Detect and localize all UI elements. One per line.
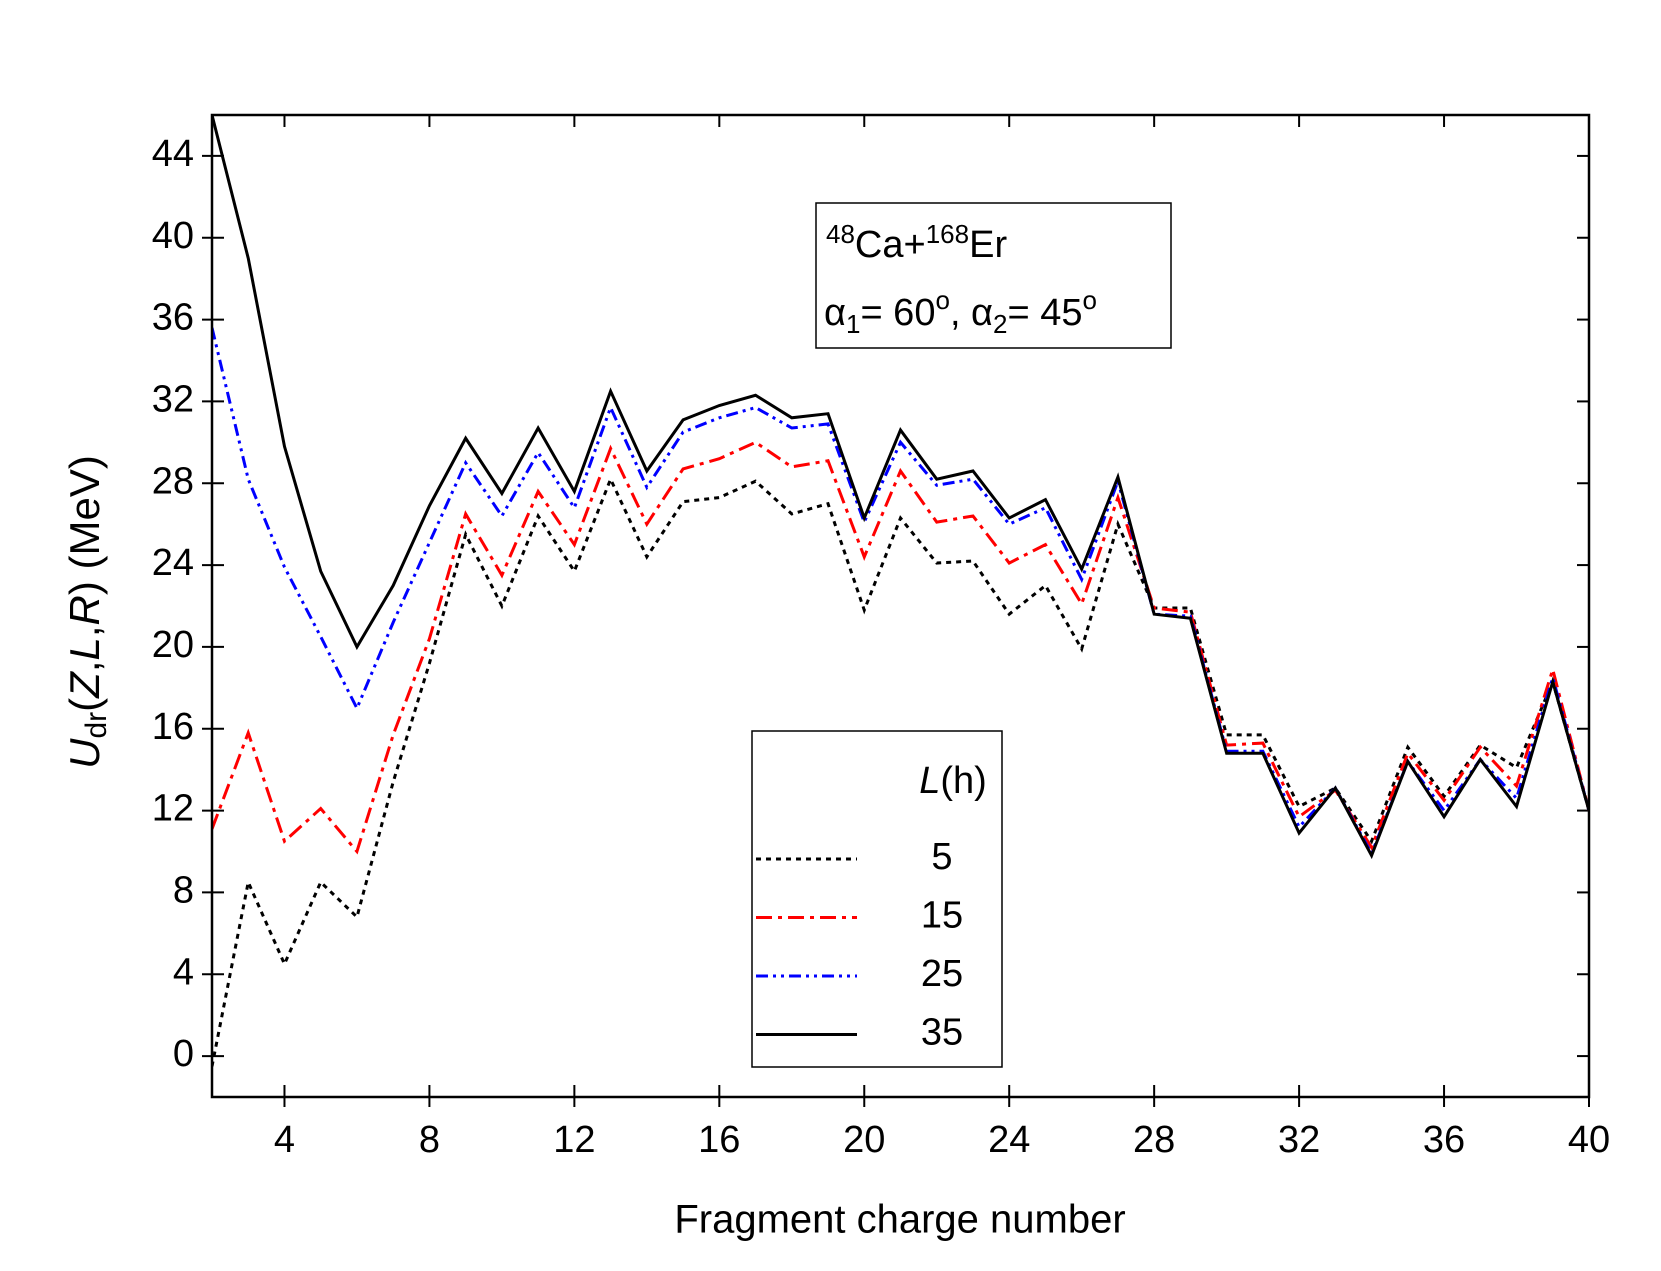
x-tick-label: 40 <box>1568 1119 1610 1161</box>
x-tick-label: 16 <box>698 1119 740 1161</box>
x-tick-label: 8 <box>419 1119 440 1161</box>
series-line <box>212 475 1589 1067</box>
annotation-part: = 60 <box>860 292 935 334</box>
y-label-part: Z <box>61 671 108 699</box>
y-tick-label: 28 <box>152 460 194 502</box>
annotation-part: 48 <box>826 219 855 249</box>
y-label-part: dr <box>80 712 113 739</box>
y-tick-label: 40 <box>152 215 194 257</box>
annotation-part: , α <box>950 292 993 334</box>
y-label-part: ) (MeV) <box>61 455 108 595</box>
x-tick-label: 20 <box>843 1119 885 1161</box>
legend-label: 15 <box>921 895 963 937</box>
x-tick-label: 36 <box>1423 1119 1465 1161</box>
y-label-part: ( <box>61 698 108 712</box>
y-tick-label: 36 <box>152 297 194 339</box>
y-label-part: R <box>61 595 108 625</box>
y-tick-label: 0 <box>173 1033 194 1075</box>
x-tick-label: 4 <box>274 1119 295 1161</box>
annotation-part: 2 <box>993 309 1007 339</box>
legend-box <box>751 730 1003 1068</box>
series-line <box>212 115 1589 860</box>
legend-title-part: (h) <box>940 760 986 802</box>
legend-title: L(h) <box>919 760 987 802</box>
annotation-part: = 45 <box>1008 292 1083 334</box>
y-tick-label: 44 <box>152 133 194 175</box>
y-label-part: U <box>61 738 108 769</box>
annotation-part: Er <box>969 224 1007 266</box>
y-tick-label: 24 <box>152 542 194 584</box>
legend-title-part: L <box>919 760 940 802</box>
x-tick-label: 12 <box>553 1119 595 1161</box>
annotation-part: o <box>935 285 949 315</box>
y-tick-label: 32 <box>152 378 194 420</box>
annotation-part: o <box>1083 285 1097 315</box>
annotation-line: α1= 60o, α2= 45o <box>824 285 1097 339</box>
x-tick-label: 32 <box>1278 1119 1320 1161</box>
y-label-part: L <box>61 637 108 660</box>
y-tick-label: 16 <box>152 706 194 748</box>
plot-frame <box>210 113 1591 1099</box>
x-tick-label: 28 <box>1133 1119 1175 1161</box>
legend-label: 5 <box>931 836 952 878</box>
y-tick-label: 12 <box>152 788 194 830</box>
annotation-part: Ca+ <box>855 224 926 266</box>
y-label-part: , <box>61 625 108 637</box>
y-tick-label: 20 <box>152 624 194 666</box>
legend-label: 35 <box>921 1012 963 1054</box>
series-line <box>212 440 1589 855</box>
annotation-part: 1 <box>846 309 860 339</box>
y-tick-label: 4 <box>173 951 194 993</box>
annotation-box <box>815 202 1172 349</box>
plot-lines <box>212 115 1589 1067</box>
legend-label: 25 <box>921 953 963 995</box>
y-tick-label: 8 <box>173 869 194 911</box>
y-axis-label: Udr(Z,L,R) (MeV) <box>61 455 113 769</box>
x-axis-label: Fragment charge number <box>674 1198 1125 1242</box>
annotation-part: α <box>824 292 846 334</box>
annotation-part: 168 <box>926 219 969 249</box>
x-tick-label: 24 <box>988 1119 1030 1161</box>
y-label-part: , <box>61 661 108 673</box>
annotation-line: 48Ca+168Er <box>826 219 1007 266</box>
